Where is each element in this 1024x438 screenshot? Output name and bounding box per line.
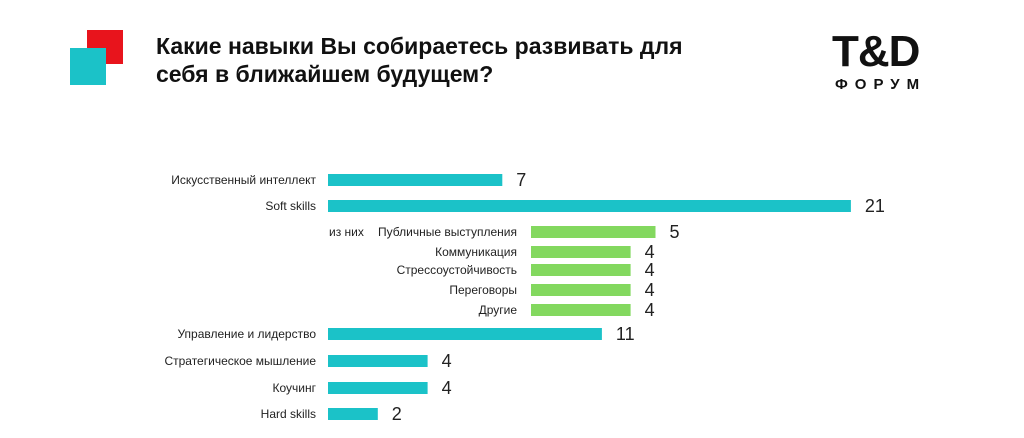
- bar: [328, 408, 378, 420]
- bar: [531, 264, 631, 276]
- bar-label: Управление и лидерство: [177, 327, 316, 341]
- value-label: 5: [670, 222, 680, 242]
- bar-label: Публичные выступления: [378, 225, 517, 239]
- bar: [328, 174, 503, 186]
- value-label: 4: [442, 378, 452, 398]
- bar: [328, 355, 428, 367]
- bar-label: Стратегическое мышление: [164, 354, 316, 368]
- bar-label: Другие: [479, 303, 518, 317]
- bar: [531, 304, 631, 316]
- bar: [328, 382, 428, 394]
- decor-teal-square: [70, 48, 106, 85]
- logo: T&D ФОРУМ: [832, 30, 942, 95]
- value-label: 4: [645, 280, 655, 300]
- bar-label: Hard skills: [261, 407, 316, 421]
- bar-label: Коммуникация: [435, 245, 517, 259]
- bar: [328, 200, 851, 212]
- bar-label: Стрессоустойчивость: [397, 263, 517, 277]
- value-label: 4: [442, 351, 452, 371]
- value-label: 4: [645, 300, 655, 320]
- bar-label: Переговоры: [449, 283, 517, 297]
- value-label: 7: [516, 170, 526, 190]
- bar-label: Искусственный интеллект: [171, 173, 316, 187]
- bar-label: Soft skills: [265, 199, 316, 213]
- bar: [531, 246, 631, 258]
- bar-label: Коучинг: [273, 381, 317, 395]
- sub-group-label: из них: [329, 225, 364, 239]
- value-label: 4: [645, 242, 655, 262]
- chart-title: Какие навыки Вы собираетесь развивать дл…: [156, 33, 683, 87]
- logo-main: T&D: [832, 27, 920, 76]
- value-label: 21: [865, 196, 885, 216]
- value-label: 2: [392, 404, 402, 424]
- value-label: 4: [645, 260, 655, 280]
- bar: [531, 226, 656, 238]
- bar: [328, 328, 602, 340]
- bar: [531, 284, 631, 296]
- logo-sub: ФОРУМ: [835, 76, 927, 93]
- value-label: 11: [616, 324, 635, 344]
